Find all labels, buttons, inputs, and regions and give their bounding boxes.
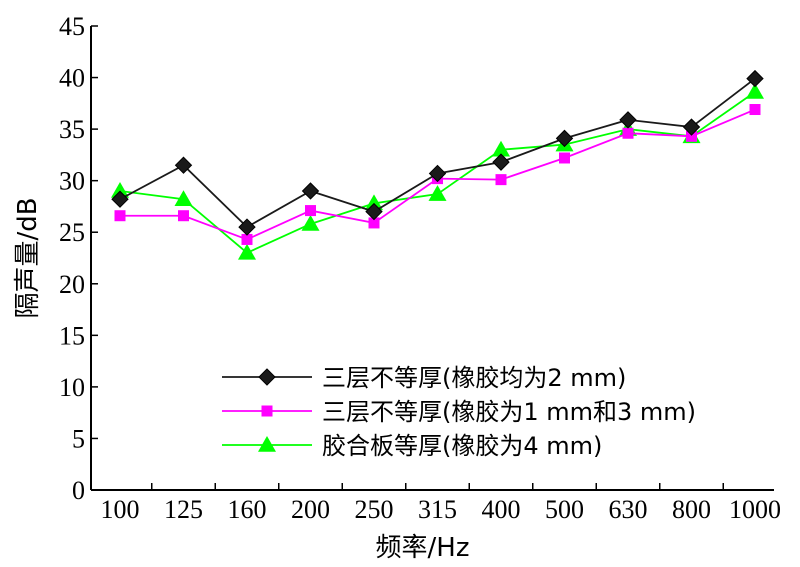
legend: 三层不等厚(橡胶均为2 mm) 三层不等厚(橡胶为1 mm和3 mm) 胶合板等厚(…: [222, 364, 696, 460]
data-point: [559, 152, 570, 164]
y-tick-label: 20: [59, 270, 85, 299]
y-tick-label: 35: [59, 115, 85, 144]
x-tick-label: 200: [291, 495, 330, 524]
data-point: [428, 185, 447, 201]
x-tick-label: 1000: [729, 495, 781, 524]
legend-item: 三层不等厚(橡胶为1 mm和3 mm): [222, 398, 696, 426]
data-point: [555, 129, 574, 148]
legend-label: 三层不等厚(橡胶均为2 mm): [322, 364, 626, 392]
data-point: [619, 111, 637, 129]
data-point: [365, 202, 383, 221]
data-point: [746, 82, 764, 99]
data-point: [238, 218, 256, 236]
series-line: [119, 77, 756, 229]
y-tick-label: 40: [59, 64, 85, 93]
y-tick-label: 25: [59, 218, 85, 247]
legend-item: 胶合板等厚(橡胶为4 mm): [222, 432, 602, 460]
data-point: [686, 130, 697, 142]
series-layer: [111, 69, 764, 260]
legend-marker: [261, 405, 273, 417]
data-point: [368, 217, 380, 229]
data-point: [301, 182, 320, 200]
x-tick-label: 500: [545, 495, 584, 524]
legend-item: 三层不等厚(橡胶均为2 mm): [222, 364, 626, 392]
data-point: [305, 205, 316, 217]
x-tick-label: 400: [482, 495, 521, 524]
legend-label: 三层不等厚(橡胶为1 mm和3 mm): [322, 398, 696, 426]
data-point: [174, 156, 193, 174]
series-1: [111, 69, 764, 236]
legend-marker: [258, 368, 276, 386]
data-point: [365, 194, 383, 211]
data-point: [111, 181, 129, 198]
data-point: [428, 164, 447, 183]
y-tick-label: 5: [72, 424, 85, 453]
data-point: [238, 243, 256, 260]
data-point: [749, 104, 761, 116]
y-tick-label: 15: [59, 321, 85, 350]
data-point: [622, 127, 634, 139]
y-tick-label: 10: [59, 373, 85, 402]
data-point: [301, 214, 320, 231]
x-tick-label: 100: [101, 495, 140, 524]
data-point: [495, 174, 507, 186]
legend-marker: [258, 436, 276, 452]
legend-label: 胶合板等厚(橡胶为4 mm): [322, 432, 602, 460]
y-tick-label: 45: [59, 12, 85, 41]
x-axis-title: 频率/Hz: [376, 533, 470, 563]
data-point: [241, 233, 253, 245]
data-point: [114, 210, 126, 222]
data-point: [178, 210, 189, 222]
data-point: [492, 153, 510, 171]
y-tick-label: 0: [72, 476, 85, 505]
x-tick-label: 125: [164, 495, 203, 524]
data-point: [746, 69, 764, 88]
x-tick-label: 250: [355, 495, 394, 524]
data-point: [111, 190, 129, 208]
data-point: [682, 118, 701, 136]
data-point: [174, 190, 193, 206]
data-point: [492, 140, 510, 157]
y-tick-label: 30: [59, 167, 85, 196]
x-tick-label: 160: [228, 495, 267, 524]
axes: 0 5 10 15 20 25 30 35 40 45 100 125 160 200 250 315 400 5…: [59, 12, 781, 524]
y-axis-title: 隔声量/dB: [13, 197, 43, 318]
x-tick-label: 800: [672, 495, 711, 524]
x-tick-label: 630: [609, 495, 648, 524]
x-tick-label: 315: [418, 495, 457, 524]
